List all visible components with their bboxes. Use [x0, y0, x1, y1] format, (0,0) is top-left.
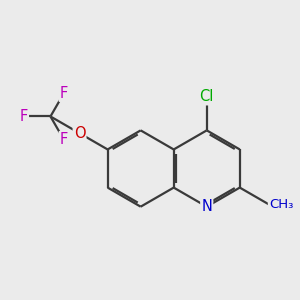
- Text: F: F: [60, 86, 68, 101]
- Text: CH₃: CH₃: [269, 198, 293, 211]
- Text: F: F: [20, 109, 28, 124]
- Text: O: O: [74, 126, 85, 141]
- Text: F: F: [60, 132, 68, 147]
- Text: N: N: [201, 199, 212, 214]
- Text: Cl: Cl: [200, 89, 214, 104]
